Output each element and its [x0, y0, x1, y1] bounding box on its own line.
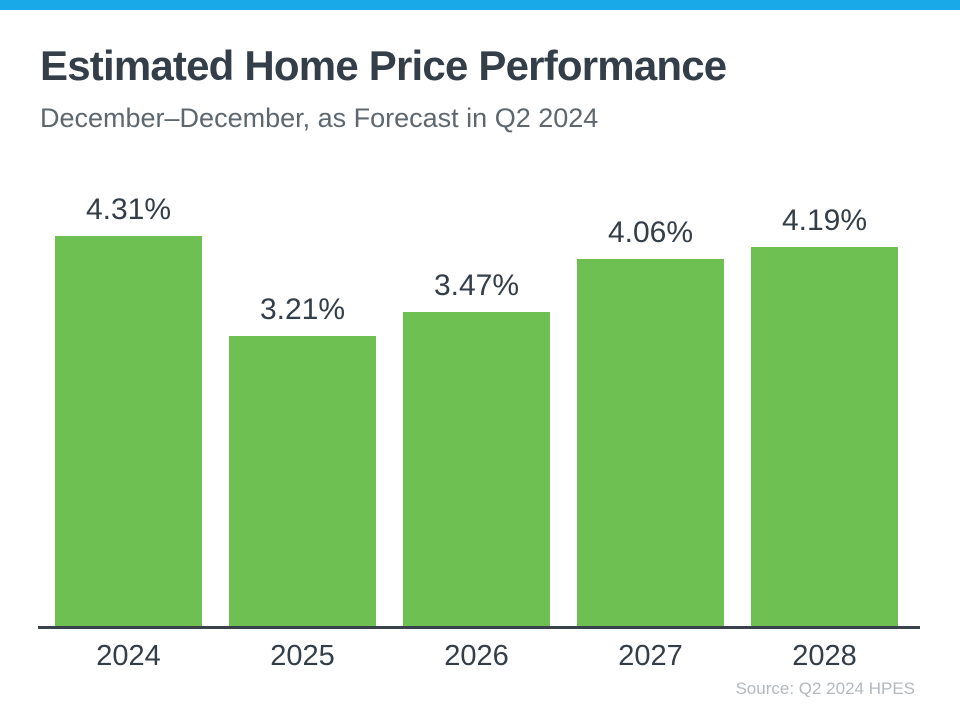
bar-value-label: 4.06% [607, 216, 694, 249]
x-axis-label: 2028 [792, 640, 857, 672]
bar-value-label: 3.47% [433, 269, 520, 302]
bar-column: 4.06% [577, 216, 724, 626]
x-axis-label: 2025 [270, 640, 335, 672]
bar [55, 236, 202, 626]
bar-value-label: 4.31% [85, 193, 172, 226]
bar [751, 247, 898, 626]
bar [403, 312, 550, 626]
bar-column: 3.21% [229, 293, 376, 626]
bar-value-label: 4.19% [781, 204, 868, 237]
chart-title: Estimated Home Price Performance [40, 42, 727, 89]
bar [229, 336, 376, 626]
source-note: Source: Q2 2024 HPES [735, 679, 915, 698]
bar-column: 4.19% [751, 204, 898, 626]
chart-subtitle: December–December, as Forecast in Q2 202… [40, 103, 599, 133]
bar [577, 259, 724, 626]
bar-column: 3.47% [403, 269, 550, 626]
bars-area: 4.31% 3.21% 3.47% 4.06% 4.19% [55, 193, 898, 626]
top-accent-bar [0, 0, 960, 10]
x-axis-labels: 2024 2025 2026 2027 2028 [55, 640, 898, 673]
x-axis-label: 2026 [444, 640, 509, 672]
x-axis-line [38, 626, 920, 629]
bar-column: 4.31% [55, 193, 202, 626]
x-axis-label: 2024 [96, 640, 161, 672]
bar-value-label: 3.21% [259, 293, 346, 326]
x-axis-label: 2027 [618, 640, 683, 672]
